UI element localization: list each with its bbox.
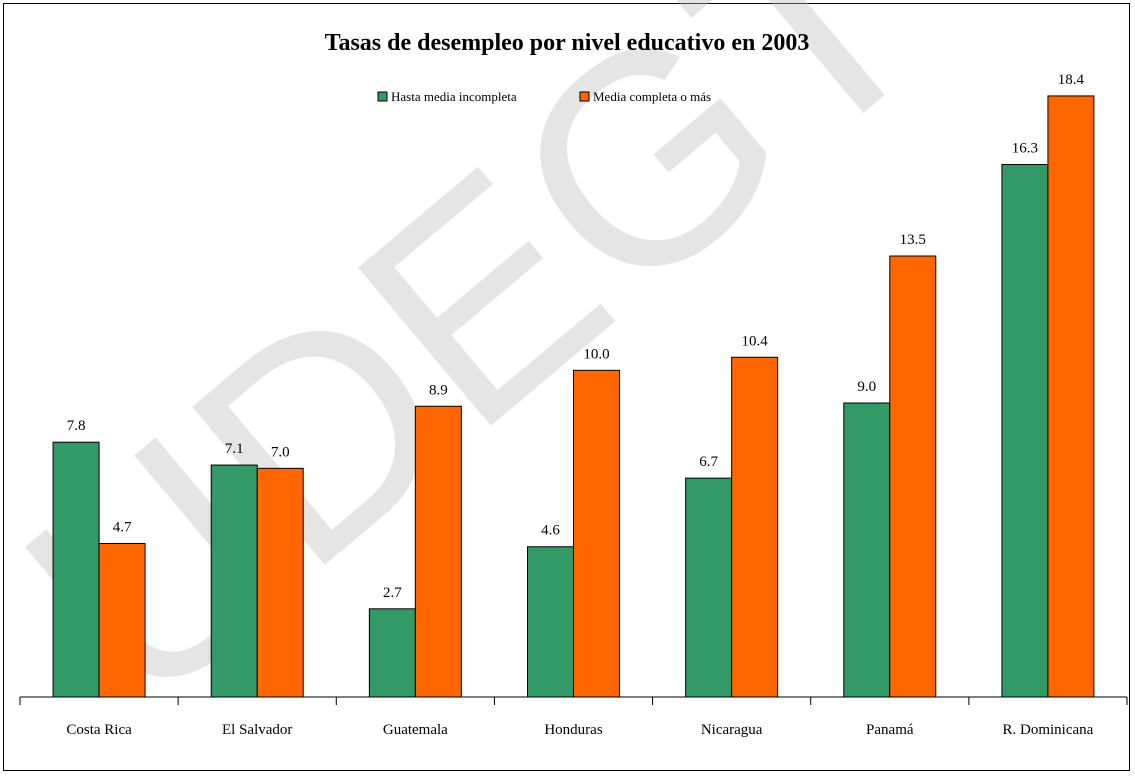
bars-group: 7.8 4.7 7.1 7.0 2.7 8.9 4.6 10.0 6.7 10.4 9.0 13.5 1… [52, 72, 1095, 698]
x-axis: Costa Rica El Salvador Guatemala Honduras Ni… [19, 696, 1128, 738]
x-tick-label: Guatemala [383, 722, 448, 738]
data-label-0-5: 9.0 [857, 379, 876, 395]
data-label-1-6: 18.4 [1058, 72, 1085, 88]
chart-title: Tasas de desempleo por nivel educativo e… [325, 30, 810, 56]
watermark-layer: UDEGT [0, 0, 985, 769]
bar-hasta-media-incompleta-5 [843, 402, 891, 698]
legend-label-1: Media completa o más [593, 89, 711, 104]
bar-media-completa-o-mas-3 [573, 369, 620, 698]
x-tick-label: El Salvador [222, 722, 292, 738]
bar-media-completa-o-mas-4 [731, 356, 779, 698]
bar-media-completa-o-mas-2 [414, 405, 462, 698]
bar-hasta-media-incompleta-1 [210, 464, 258, 698]
data-label-1-0: 4.7 [113, 519, 132, 535]
watermark: UDEGT [0, 0, 985, 769]
bar-media-completa-o-mas-0 [98, 542, 146, 698]
legend-swatch-1 [579, 91, 590, 102]
bar-hasta-media-incompleta-4 [685, 477, 733, 698]
legend: Hasta media incompleta Media completa o m… [377, 89, 711, 104]
x-tick-label: Panamá [866, 722, 914, 738]
legend-swatch-0 [377, 91, 388, 102]
data-label-0-0: 7.8 [67, 418, 86, 434]
data-label-0-4: 6.7 [699, 454, 718, 470]
x-tick-label: Honduras [544, 722, 602, 738]
x-tick-label: R. Dominicana [1003, 722, 1094, 738]
data-label-0-6: 16.3 [1012, 141, 1038, 157]
data-label-1-1: 7.0 [271, 444, 290, 460]
data-label-0-2: 2.7 [383, 585, 402, 601]
bar-hasta-media-incompleta-2 [368, 608, 416, 698]
bar-hasta-media-incompleta-3 [527, 546, 574, 698]
bar-media-completa-o-mas-6 [1047, 95, 1095, 698]
legend-label-0: Hasta media incompleta [391, 89, 517, 104]
bar-hasta-media-incompleta-0 [52, 441, 100, 698]
data-label-0-1: 7.1 [225, 441, 244, 457]
data-label-1-5: 13.5 [900, 232, 926, 248]
data-label-0-3: 4.6 [541, 523, 560, 539]
bar-media-completa-o-mas-5 [889, 255, 937, 698]
x-tick-label: Nicaragua [701, 722, 763, 738]
x-tick-label: Costa Rica [66, 722, 132, 738]
data-label-1-2: 8.9 [429, 382, 448, 398]
bar-hasta-media-incompleta-6 [1001, 164, 1049, 698]
data-label-1-4: 10.4 [742, 333, 769, 349]
bar-media-completa-o-mas-1 [256, 467, 304, 698]
data-label-1-3: 10.0 [583, 346, 609, 362]
